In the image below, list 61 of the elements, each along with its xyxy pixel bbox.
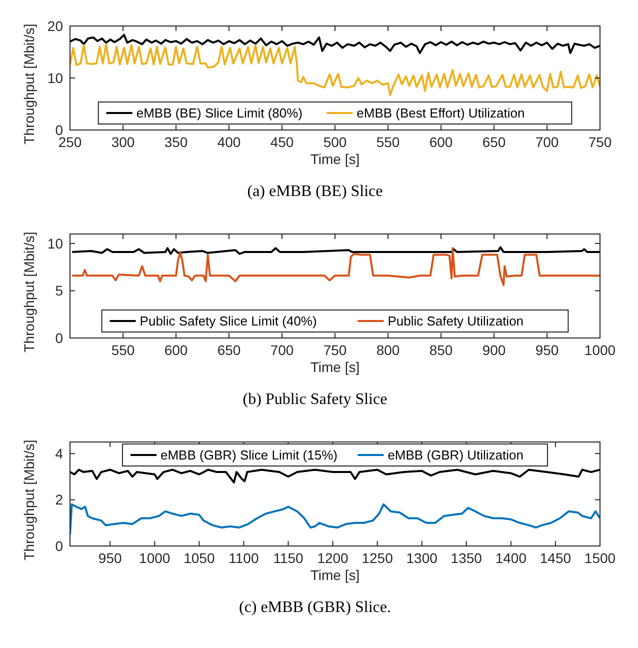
- x-tick-label: 1100: [228, 550, 259, 566]
- x-tick-label: 1050: [184, 550, 215, 566]
- legend-label: eMBB (Best Effort) Utilization: [356, 106, 525, 121]
- y-axis-title: Throughput [Mbit/s]: [21, 24, 37, 144]
- x-tick-label: 700: [535, 134, 559, 150]
- x-axis-title: Time [s]: [310, 359, 360, 375]
- x-tick-label: 700: [270, 342, 294, 358]
- y-tick-label: 0: [55, 330, 64, 346]
- x-tick-label: 1250: [362, 550, 394, 566]
- x-tick-label: 500: [323, 134, 347, 150]
- legend-label: Public Safety Utilization: [388, 314, 524, 329]
- x-tick-label: 950: [98, 550, 122, 566]
- x-tick-label: 550: [111, 342, 135, 358]
- legend-label: eMBB (BE) Slice Limit (80%): [136, 106, 303, 121]
- x-tick-label: 900: [482, 342, 506, 358]
- x-tick-label: 950: [535, 342, 559, 358]
- x-axis-title: Time [s]: [310, 151, 360, 167]
- x-tick-label: 1150: [273, 550, 304, 566]
- x-tick-label: 650: [482, 134, 506, 150]
- legend-label: eMBB (GBR) Slice Limit (15%): [160, 448, 338, 463]
- x-tick-label: 750: [323, 342, 347, 358]
- y-tick-label: 4: [55, 445, 64, 462]
- x-tick-label: 600: [164, 342, 188, 358]
- line-series: [71, 247, 600, 286]
- y-axis-title: Throughput [Mbit/s]: [21, 440, 37, 560]
- x-tick-label: 350: [164, 134, 188, 150]
- legend-label: eMBB (GBR) Utilization: [388, 448, 524, 463]
- x-tick-label: 1200: [317, 550, 349, 566]
- line-series: [70, 468, 600, 484]
- legend-label: Public Safety Slice Limit (40%): [140, 314, 317, 329]
- y-axis-title: Throughput [Mbit/s]: [21, 232, 37, 352]
- x-tick-label: 650: [217, 342, 241, 358]
- text: (a) eMBB (BE) Slice: [247, 183, 383, 200]
- x-tick-label: 1350: [450, 550, 482, 566]
- x-tick-label: 450: [270, 134, 294, 150]
- text: (b) Public Safety Slice: [242, 391, 388, 408]
- y-tick-label: 5: [55, 282, 64, 299]
- x-tick-label: 1500: [584, 550, 616, 566]
- x-tick-label: 550: [376, 134, 400, 150]
- x-tick-label: 800: [376, 342, 400, 358]
- x-tick-label: 1000: [584, 342, 616, 358]
- text: (c) eMBB (GBR) Slice.: [239, 599, 391, 616]
- y-tick-label: 10: [47, 235, 64, 252]
- x-tick-label: 600: [429, 134, 453, 150]
- x-axis-title: Time [s]: [310, 567, 360, 583]
- x-tick-label: 1450: [540, 550, 572, 566]
- y-tick-label: 10: [47, 70, 64, 86]
- y-tick-label: 0: [55, 538, 64, 554]
- x-tick-label: 300: [111, 134, 135, 150]
- y-tick-label: 20: [47, 18, 64, 34]
- x-tick-label: 750: [588, 134, 612, 150]
- line-series: [70, 503, 600, 536]
- y-tick-label: 2: [55, 492, 64, 508]
- x-tick-label: 1300: [406, 550, 438, 566]
- x-tick-label: 400: [217, 134, 241, 150]
- line-series: [71, 246, 600, 255]
- line-series: [70, 43, 600, 96]
- line-series: [70, 34, 600, 54]
- x-tick-label: 850: [429, 342, 453, 358]
- x-tick-label: 1000: [139, 550, 170, 566]
- x-tick-label: 1400: [495, 550, 527, 566]
